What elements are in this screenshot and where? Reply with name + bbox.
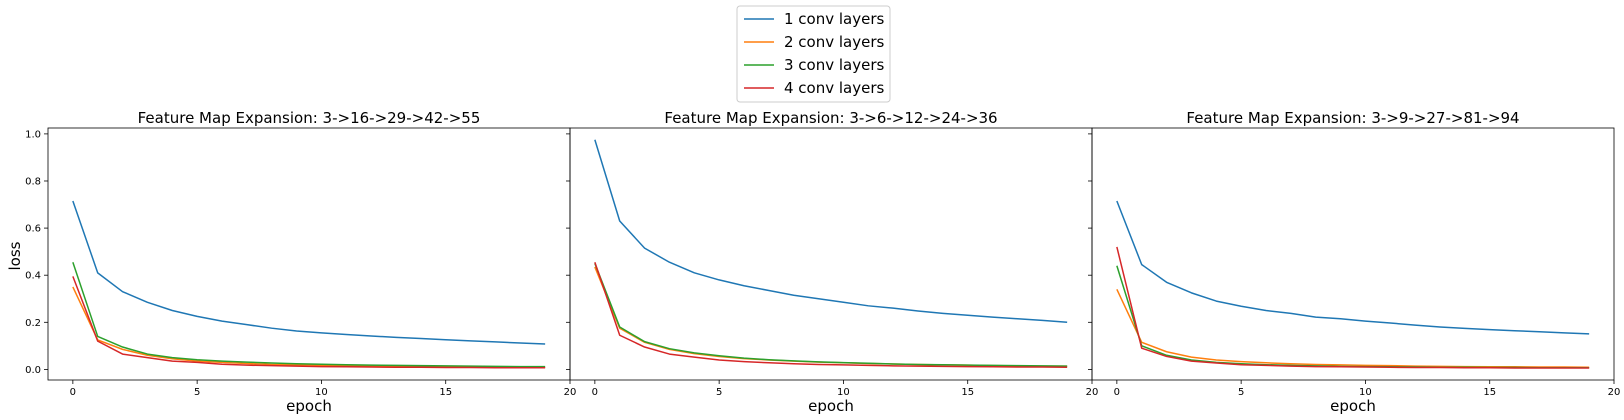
x-tick-label: 5 (194, 387, 200, 398)
subplot-title: Feature Map Expansion: 3->6->12->24->36 (664, 109, 997, 127)
legend-label-4: 4 conv layers (784, 79, 885, 97)
x-axis-label: epoch (286, 397, 332, 415)
y-axis-label: loss (6, 241, 24, 270)
x-tick-label: 0 (1114, 387, 1120, 398)
x-tick-label: 10 (315, 387, 328, 398)
series-line-4 (594, 261, 1068, 369)
subplot-2: Feature Map Expansion: 3->6->12->24->36 0… (566, 109, 1098, 415)
series-line-3 (1116, 265, 1590, 369)
y-tick-label: 0.4 (25, 271, 41, 282)
x-tick-label: 15 (961, 387, 974, 398)
y-tick-label: 0.6 (25, 224, 41, 235)
legend-frame (736, 5, 891, 103)
series-line-4 (1116, 246, 1590, 369)
x-axis-label: epoch (1330, 397, 1376, 415)
x-axis-label: epoch (808, 397, 854, 415)
x-tick-label: 5 (716, 387, 722, 398)
legend-label-3: 3 conv layers (784, 56, 885, 74)
subplot-1: Feature Map Expansion: 3->16->29->42->55… (25, 109, 576, 415)
legend: 1 conv layers 2 conv layers 3 conv layers 4… (736, 5, 891, 103)
legend-label-2: 2 conv layers (784, 33, 885, 51)
x-tick-label: 10 (1359, 387, 1372, 398)
series-line-1 (1116, 200, 1590, 335)
subplot-3: Feature Map Expansion: 3->9->27->81->94 0… (1088, 109, 1620, 415)
y-tick-label: 1.0 (25, 129, 41, 140)
x-tick-label: 20 (564, 387, 577, 398)
plot-frame (1091, 127, 1615, 381)
series-line-4 (72, 276, 546, 369)
x-tick-label: 5 (1238, 387, 1244, 398)
y-tick-label: 0.8 (25, 176, 41, 187)
series-line-1 (594, 139, 1068, 324)
series-line-3 (594, 263, 1068, 367)
x-tick-label: 10 (837, 387, 850, 398)
legend-label-1: 1 conv layers (784, 10, 885, 28)
y-tick-label: 0.2 (25, 318, 41, 329)
subplot-title: Feature Map Expansion: 3->9->27->81->94 (1186, 109, 1519, 127)
x-tick-label: 0 (592, 387, 598, 398)
y-tick-label: 0.0 (25, 365, 41, 376)
x-tick-label: 15 (439, 387, 452, 398)
series-line-2 (72, 286, 546, 369)
subplot-title: Feature Map Expansion: 3->16->29->42->55 (138, 109, 481, 127)
x-tick-label: 20 (1608, 387, 1621, 398)
series-line-3 (72, 262, 546, 368)
x-tick-label: 15 (1483, 387, 1496, 398)
series-line-2 (1116, 289, 1590, 369)
x-tick-label: 0 (70, 387, 76, 398)
series-line-1 (72, 200, 546, 345)
series-line-2 (594, 266, 1068, 367)
x-tick-label: 20 (1086, 387, 1099, 398)
